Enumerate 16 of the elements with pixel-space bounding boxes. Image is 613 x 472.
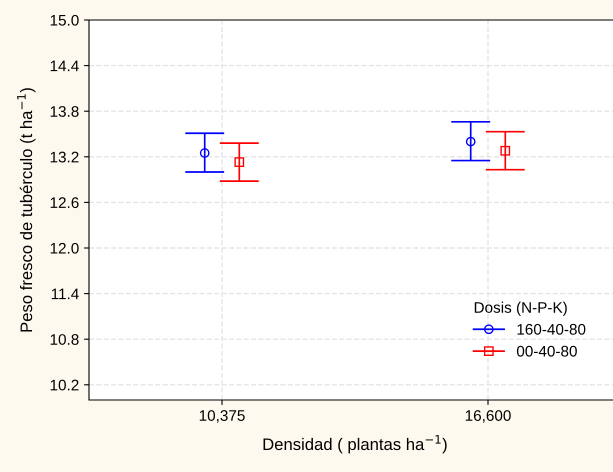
legend-title: Dosis (N-P-K) [474, 302, 567, 316]
x-axis-title: Densidad ( plantas ha$^{−1}$) [264, 435, 447, 454]
x-tick-label: 10,375 [200, 410, 245, 423]
y-tick-label: 13.2 [50, 152, 79, 162]
legend-label: 00-40-80 [516, 346, 577, 357]
y-axis-title: Peso fresco de tubérculo (t ha$^{−1}$) [17, 88, 36, 332]
x-tick-label: 16,600 [466, 410, 511, 423]
y-tick-label: 12.6 [50, 197, 79, 208]
y-tick-label: 12.0 [50, 242, 79, 254]
y-tick-label: 14.4 [50, 60, 79, 72]
y-tick-label: 13.8 [50, 106, 79, 117]
y-tick-label: 10.8 [50, 334, 79, 345]
y-tick-label: 15.0 [50, 14, 79, 26]
y-tick-label: 11.4 [52, 288, 79, 300]
y-tick-label: 10.2 [50, 380, 79, 390]
legend-label: 160-40-80 [517, 324, 586, 335]
